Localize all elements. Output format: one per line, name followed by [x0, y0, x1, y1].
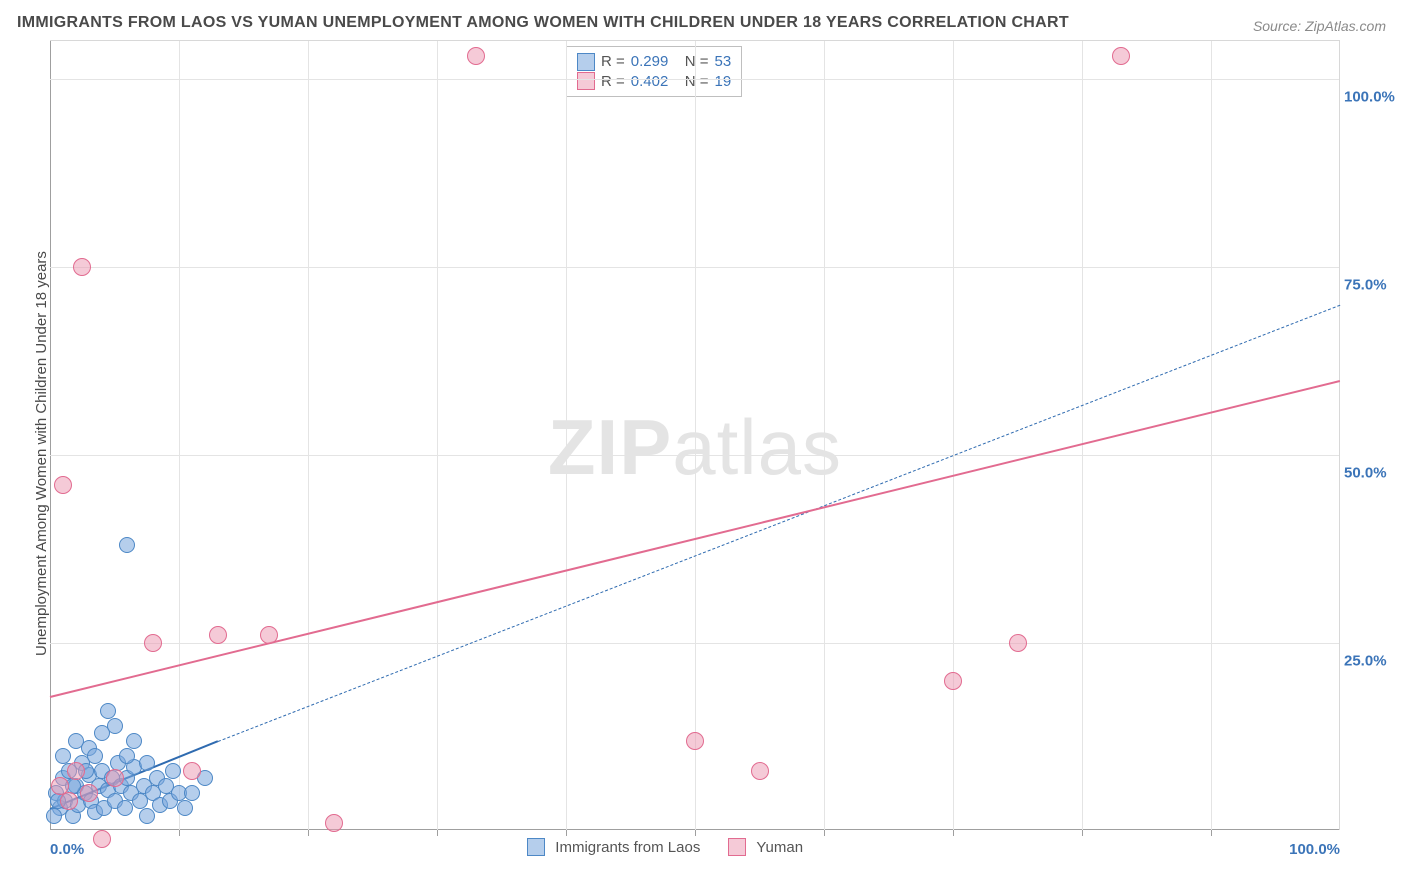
- data-point: [119, 748, 135, 764]
- data-point: [46, 808, 62, 824]
- data-point: [55, 748, 71, 764]
- legend-r-n-box: R = 0.299 N = 53 R = 0.402 N = 19: [566, 46, 742, 97]
- data-point: [126, 733, 142, 749]
- legend-swatch: [577, 72, 595, 90]
- legend-r-value: 0.402: [631, 72, 679, 92]
- y-axis-title: Unemployment Among Women with Children U…: [33, 251, 50, 656]
- x-tick: [308, 830, 309, 836]
- x-tick-label-min: 0.0%: [50, 841, 84, 858]
- data-point: [209, 626, 227, 644]
- data-point: [144, 634, 162, 652]
- legend-series: Immigrants from Laos Yuman: [527, 838, 821, 856]
- legend-swatch: [728, 838, 746, 856]
- data-point: [73, 258, 91, 276]
- grid-v: [824, 41, 825, 830]
- data-point: [87, 748, 103, 764]
- data-point: [184, 785, 200, 801]
- data-point: [1112, 47, 1130, 65]
- data-point: [944, 672, 962, 690]
- legend-r-label: R =: [601, 72, 625, 92]
- grid-v: [566, 41, 567, 830]
- legend-swatch: [577, 53, 595, 71]
- legend-rn-row: R = 0.402 N = 19: [577, 72, 731, 92]
- grid-v: [179, 41, 180, 830]
- x-tick: [953, 830, 954, 836]
- data-point: [80, 784, 98, 802]
- data-point: [139, 755, 155, 771]
- data-point: [325, 814, 343, 832]
- data-point: [139, 808, 155, 824]
- data-point: [686, 732, 704, 750]
- data-point: [177, 800, 193, 816]
- data-point: [93, 830, 111, 848]
- x-tick: [824, 830, 825, 836]
- data-point: [751, 762, 769, 780]
- legend-swatch: [527, 838, 545, 856]
- y-tick-label: 100.0%: [1344, 88, 1406, 105]
- x-tick-label-max: 100.0%: [1289, 841, 1340, 858]
- data-point: [60, 792, 78, 810]
- y-axis-line: [50, 41, 51, 830]
- legend-n-value: 53: [715, 52, 732, 72]
- data-point: [100, 703, 116, 719]
- x-tick: [1211, 830, 1212, 836]
- legend-r-value: 0.299: [631, 52, 679, 72]
- y-tick-label: 25.0%: [1344, 652, 1406, 669]
- data-point: [1009, 634, 1027, 652]
- data-point: [119, 537, 135, 553]
- trend-line: [218, 304, 1341, 741]
- data-point: [117, 800, 133, 816]
- legend-series-label: Yuman: [756, 839, 803, 856]
- data-point: [107, 718, 123, 734]
- legend-r-label: R =: [601, 52, 625, 72]
- legend-series-label: Immigrants from Laos: [555, 839, 700, 856]
- data-point: [467, 47, 485, 65]
- grid-v: [953, 41, 954, 830]
- data-point: [165, 763, 181, 779]
- legend-n-label: N =: [685, 72, 709, 92]
- data-point: [183, 762, 201, 780]
- grid-v: [308, 41, 309, 830]
- data-point: [260, 626, 278, 644]
- grid-v: [437, 41, 438, 830]
- grid-v: [1211, 41, 1212, 830]
- x-tick: [437, 830, 438, 836]
- grid-v: [1082, 41, 1083, 830]
- watermark-light: atlas: [672, 403, 842, 491]
- legend-n-label: N =: [685, 52, 709, 72]
- plot-area: ZIPatlas R =0.299N =53R =0.402N =19 25.0…: [50, 40, 1340, 830]
- y-tick-label: 75.0%: [1344, 276, 1406, 293]
- x-tick: [566, 830, 567, 836]
- x-tick: [1082, 830, 1083, 836]
- x-tick: [695, 830, 696, 836]
- data-point: [67, 762, 85, 780]
- grid-v: [695, 41, 696, 830]
- y-tick-label: 50.0%: [1344, 464, 1406, 481]
- data-point: [106, 769, 124, 787]
- legend-rn-row: R = 0.299 N = 53: [577, 52, 731, 72]
- chart-title: IMMIGRANTS FROM LAOS VS YUMAN UNEMPLOYME…: [17, 14, 1069, 32]
- data-point: [68, 733, 84, 749]
- legend-n-value: 19: [715, 72, 732, 92]
- x-tick: [179, 830, 180, 836]
- data-point: [54, 476, 72, 494]
- source-label: Source: ZipAtlas.com: [1253, 18, 1386, 34]
